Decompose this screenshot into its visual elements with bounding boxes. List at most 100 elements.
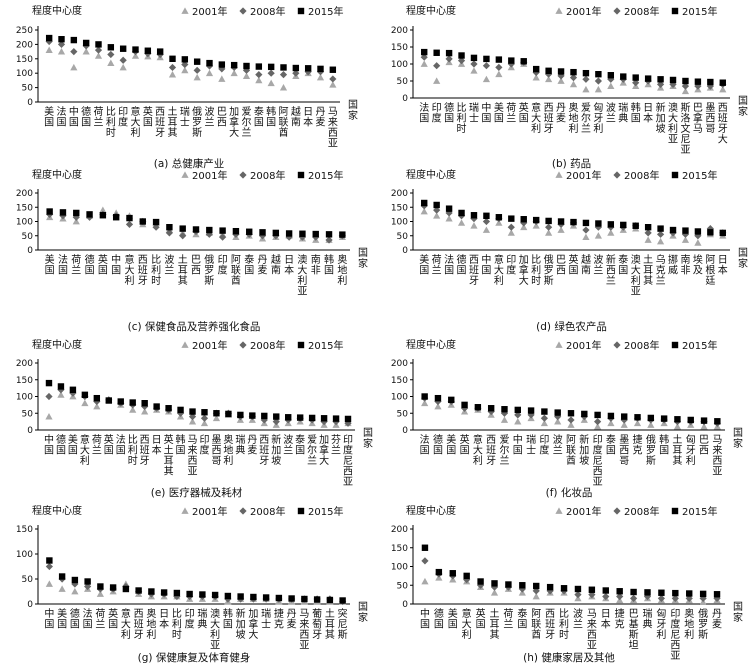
x-category-label: 法国: [419, 101, 429, 125]
legend-marker-2: [613, 341, 621, 349]
data-point: [153, 403, 160, 410]
data-point: [57, 383, 65, 390]
data-point: [117, 398, 124, 405]
data-point: [421, 557, 429, 565]
legend-marker-1: [555, 341, 563, 348]
data-point: [272, 418, 280, 426]
y-tick-label: 0: [27, 246, 33, 256]
x-category-label: 法国: [83, 607, 93, 631]
data-point: [165, 229, 173, 237]
x-category-label: 马来西亚: [328, 106, 338, 150]
data-point: [255, 76, 263, 84]
legend-label-2: 2008年: [250, 5, 285, 18]
x-category-label: 日本: [284, 255, 294, 277]
y-tick-label: 50: [22, 575, 34, 585]
legend-label-1: 2001年: [566, 505, 601, 518]
x-axis-label: 国家: [358, 247, 368, 270]
data-point: [329, 81, 337, 88]
legend-label-1: 2001年: [566, 169, 601, 182]
legend-marker-3: [671, 507, 679, 515]
x-category-label: 捷克: [274, 607, 284, 631]
y-tick-label: 100: [391, 393, 408, 403]
data-point: [292, 69, 300, 77]
data-point: [213, 410, 220, 417]
data-point: [514, 406, 521, 414]
data-point: [533, 582, 540, 590]
data-point: [45, 413, 53, 420]
data-point: [483, 212, 490, 219]
data-point: [152, 218, 160, 226]
legend-marker-2: [239, 171, 247, 179]
data-point: [632, 74, 639, 81]
x-category-label: 奥地利: [223, 433, 233, 467]
data-point: [296, 414, 304, 421]
x-category-label: 波兰: [205, 105, 215, 129]
y-tick-label: 0: [402, 94, 408, 104]
data-point: [607, 419, 615, 427]
data-point: [69, 386, 77, 393]
data-point: [532, 222, 540, 229]
data-point: [122, 585, 130, 593]
data-point: [119, 63, 127, 71]
x-category-label: 波兰: [553, 433, 563, 457]
y-axis-label: 程度中心度: [406, 168, 456, 181]
x-category-label: 巴基斯坦: [629, 608, 639, 652]
y-tick-label: 100: [391, 218, 408, 228]
data-point: [582, 233, 590, 241]
data-point: [70, 36, 78, 44]
x-category-label: 土耳其: [325, 607, 335, 641]
x-category-label: 美国: [45, 253, 55, 277]
data-point: [112, 214, 120, 221]
y-tick-label: 150: [391, 43, 408, 53]
data-point: [621, 413, 628, 420]
x-category-label: 比利时: [172, 608, 182, 641]
data-point: [45, 379, 53, 387]
data-point: [169, 55, 176, 62]
data-point: [262, 594, 270, 601]
data-point: [460, 404, 469, 412]
x-category-label: 澳大利亚: [668, 101, 678, 146]
data-point: [326, 596, 334, 604]
x-category-label: 新西兰: [606, 253, 616, 287]
data-point: [501, 406, 508, 413]
data-point: [72, 217, 80, 225]
data-point: [433, 62, 441, 70]
data-point: [673, 423, 682, 430]
legend-label-3: 2015年: [682, 5, 717, 18]
data-point: [57, 40, 66, 48]
data-point: [532, 216, 540, 224]
data-point: [125, 220, 134, 228]
data-point: [719, 85, 727, 93]
x-category-label: 南非: [311, 253, 321, 277]
x-category-label: 西班牙: [259, 435, 269, 467]
data-point: [477, 578, 484, 585]
x-category-label: 波兰: [573, 607, 583, 631]
data-point: [700, 417, 708, 424]
data-point: [545, 67, 552, 74]
x-category-label: 匈牙利: [656, 607, 666, 641]
data-point: [620, 421, 628, 428]
x-category-label: 波兰: [593, 253, 603, 277]
data-point: [206, 59, 213, 67]
data-point: [541, 408, 548, 415]
data-point: [339, 231, 346, 238]
chart-panel-3: 程度中心度 2001年 2008年 2015年 0 50 100 150 200 美国法国荷兰德国…: [16, 168, 368, 333]
data-point: [188, 418, 197, 425]
data-point: [273, 413, 280, 420]
data-point: [707, 78, 714, 86]
x-category-label: 美国: [494, 101, 504, 125]
x-category-label: 西班牙: [545, 609, 555, 641]
data-point: [298, 233, 307, 241]
data-point: [139, 218, 146, 225]
data-point: [344, 415, 352, 423]
x-category-label: 澳大利亚: [631, 253, 641, 298]
data-point: [201, 409, 208, 416]
x-category-label: 荷兰: [92, 434, 102, 457]
data-point: [557, 77, 565, 84]
legend-marker-1: [181, 171, 189, 178]
data-point: [433, 77, 441, 84]
legend-label-1: 2001年: [192, 169, 227, 182]
x-category-label: 波兰: [283, 433, 293, 457]
x-category-label: 德国: [56, 433, 66, 457]
x-category-label: 澳大利亚: [210, 607, 220, 652]
